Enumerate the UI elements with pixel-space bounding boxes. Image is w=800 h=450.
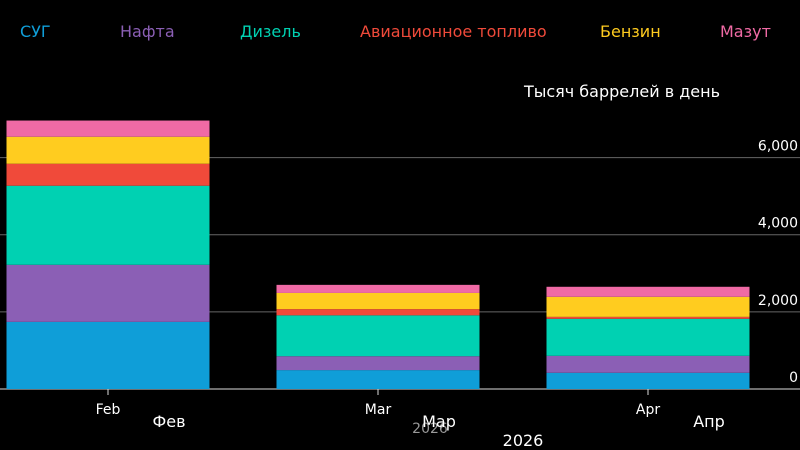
bar-segment xyxy=(6,264,210,322)
bar-segment xyxy=(6,163,210,186)
bar-segment xyxy=(6,321,210,389)
x-tick-label-ru: Мар xyxy=(422,412,456,431)
legend-entry: Нафта xyxy=(120,22,175,41)
x-tick-label: Feb xyxy=(96,402,121,418)
bar-segment xyxy=(546,316,750,319)
bar-segment xyxy=(546,286,750,297)
bar-segment xyxy=(276,315,480,357)
legend-entry: Мазут xyxy=(720,22,771,41)
bar-segment xyxy=(6,120,210,137)
x-tick-label-ru: Фев xyxy=(152,412,185,431)
bar-segment xyxy=(546,318,750,356)
legend-entry: Авиационное топливо xyxy=(360,22,547,41)
y-tick-label: 0 xyxy=(789,370,798,386)
y-axis-title: Тысяч баррелей в день xyxy=(523,82,720,101)
y-tick-label: 6,000 xyxy=(758,139,798,155)
bar-segment xyxy=(276,309,480,316)
x-year-ru: 2026 xyxy=(503,431,544,450)
bar-segment xyxy=(6,136,210,164)
y-tick-label: 4,000 xyxy=(758,216,798,232)
bar-segment xyxy=(276,356,480,371)
bar-segment xyxy=(546,296,750,317)
bar-segment xyxy=(276,370,480,389)
legend-entry: СУГ xyxy=(20,22,51,41)
x-tick-label: Mar xyxy=(365,402,392,418)
legend-entry: Дизель xyxy=(240,22,301,41)
x-year: 2026 xyxy=(412,421,448,437)
x-tick-label: Apr xyxy=(636,402,660,418)
legend-entry: Бензин xyxy=(600,22,661,41)
y-tick-label: 2,000 xyxy=(758,293,798,309)
x-tick-label-ru: Апр xyxy=(693,412,725,431)
bar-segment xyxy=(546,355,750,373)
bar-segment xyxy=(546,372,750,389)
bar-segment xyxy=(276,292,480,310)
bar-segment xyxy=(6,185,210,265)
bar-segment xyxy=(276,284,480,293)
